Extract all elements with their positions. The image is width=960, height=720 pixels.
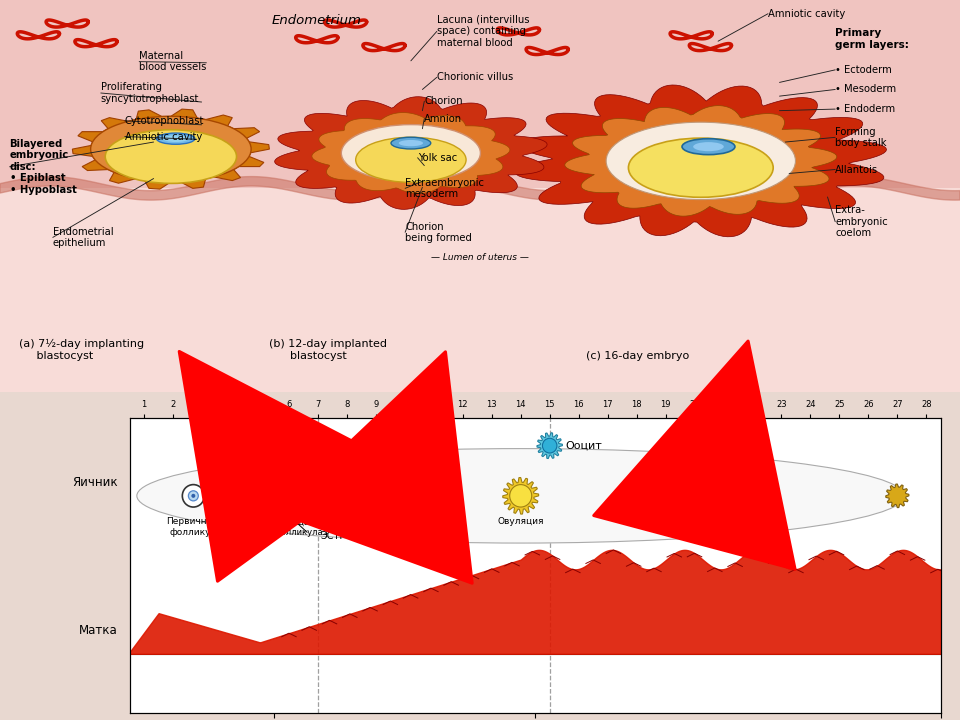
Text: Endometrial
epithelium: Endometrial epithelium [53, 227, 113, 248]
Circle shape [182, 485, 204, 507]
Ellipse shape [398, 140, 423, 146]
Text: Bilayered
embryonic
disc:
• Epiblast
• Hypoblast: Bilayered embryonic disc: • Epiblast • H… [10, 138, 77, 195]
Text: Allantois: Allantois [835, 164, 878, 174]
Text: Матка: Матка [80, 624, 118, 636]
Text: Chorion
being formed: Chorion being formed [405, 222, 472, 243]
Text: Endometrium: Endometrium [272, 14, 362, 27]
Text: Яичник: Яичник [72, 476, 118, 489]
Text: Proliferating
syncytiotrophoblast: Proliferating syncytiotrophoblast [101, 82, 199, 104]
Polygon shape [564, 106, 837, 216]
Text: Chorion: Chorion [424, 96, 463, 107]
Circle shape [355, 138, 467, 182]
Circle shape [282, 490, 296, 503]
Text: Lacuna (intervillus
space) containing
maternal blood: Lacuna (intervillus space) containing ma… [437, 15, 529, 48]
Circle shape [90, 117, 252, 182]
Circle shape [713, 486, 733, 506]
Text: Ооцит: Ооцит [565, 441, 602, 451]
Text: Amnion: Amnion [424, 114, 463, 124]
Circle shape [377, 483, 403, 509]
FancyBboxPatch shape [0, 189, 960, 392]
Text: Первичный
фолликул: Первичный фолликул [166, 518, 220, 537]
Ellipse shape [391, 138, 431, 149]
Circle shape [606, 122, 796, 199]
Text: Maternal
blood vessels: Maternal blood vessels [139, 51, 206, 73]
Ellipse shape [682, 139, 735, 155]
Ellipse shape [137, 449, 904, 543]
Polygon shape [312, 112, 510, 194]
Polygon shape [516, 85, 886, 237]
Text: ЭСТРОГЕН: ЭСТРОГЕН [321, 531, 373, 541]
Circle shape [510, 485, 532, 507]
Text: (b) 12-day implanted
      blastocyst: (b) 12-day implanted blastocyst [269, 339, 387, 361]
Polygon shape [708, 480, 740, 512]
Text: Amniotic cavity: Amniotic cavity [768, 9, 845, 19]
Circle shape [387, 492, 394, 499]
Ellipse shape [156, 133, 195, 144]
Polygon shape [275, 96, 547, 210]
Polygon shape [503, 477, 539, 514]
Ellipse shape [163, 135, 188, 142]
Text: Развивающаяся
тека↓фолликула↓: Развивающаяся тека↓фолликула↓ [247, 518, 331, 537]
Circle shape [188, 491, 199, 501]
Polygon shape [886, 484, 909, 508]
Text: Chorionic villus: Chorionic villus [437, 72, 513, 82]
FancyBboxPatch shape [0, 0, 960, 189]
Text: Primary
germ layers:: Primary germ layers: [835, 29, 909, 50]
Text: (a) 7½-day implanting
     blastocyst: (a) 7½-day implanting blastocyst [19, 339, 144, 361]
Circle shape [382, 487, 398, 504]
Circle shape [629, 138, 773, 197]
Text: Cytotrophoblast: Cytotrophoblast [125, 116, 204, 126]
Text: • Mesoderm: • Mesoderm [835, 84, 897, 94]
Circle shape [275, 482, 302, 510]
Text: Extraembryonic
mesoderm: Extraembryonic mesoderm [405, 178, 484, 199]
Circle shape [191, 494, 195, 498]
Polygon shape [72, 109, 270, 189]
Text: Yolk sac: Yolk sac [418, 153, 457, 163]
Circle shape [106, 130, 236, 184]
Text: Amniotic cavity: Amniotic cavity [125, 132, 202, 142]
Circle shape [374, 480, 407, 513]
Polygon shape [537, 433, 563, 459]
Text: — Lumen of uterus —: — Lumen of uterus — [431, 253, 529, 261]
Text: Овуляция: Овуляция [497, 518, 544, 526]
Text: • Endoderm: • Endoderm [835, 104, 896, 114]
Circle shape [542, 438, 557, 453]
Text: ПРОГЕСТEРОН: ПРОГЕСТEРОН [705, 531, 771, 540]
Text: Forming
body stalk: Forming body stalk [835, 127, 887, 148]
Text: Extra-
embryonic
coelom: Extra- embryonic coelom [835, 205, 888, 238]
Circle shape [342, 125, 480, 181]
Text: Желтое тело
≤≥: Желтое тело ≤≥ [692, 518, 755, 537]
Circle shape [279, 485, 299, 506]
Ellipse shape [693, 142, 724, 151]
Text: (c) 16-day embryo: (c) 16-day embryo [586, 351, 689, 361]
Circle shape [286, 493, 292, 498]
Text: • Ectoderm: • Ectoderm [835, 65, 892, 75]
